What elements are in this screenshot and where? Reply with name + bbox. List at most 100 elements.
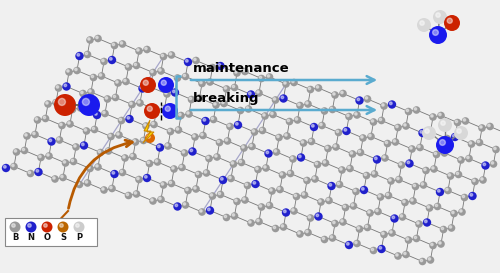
Circle shape: [269, 111, 277, 118]
Circle shape: [191, 133, 199, 141]
Circle shape: [112, 171, 114, 174]
Circle shape: [392, 138, 400, 146]
Circle shape: [93, 111, 101, 119]
Circle shape: [432, 151, 440, 158]
Circle shape: [292, 193, 300, 200]
Circle shape: [330, 107, 332, 110]
Circle shape: [124, 63, 132, 71]
Circle shape: [90, 74, 98, 81]
Circle shape: [352, 188, 360, 195]
Circle shape: [192, 57, 200, 64]
Circle shape: [458, 208, 466, 216]
Circle shape: [255, 89, 263, 97]
Circle shape: [210, 116, 218, 123]
Circle shape: [302, 193, 304, 195]
Circle shape: [162, 103, 178, 119]
Circle shape: [266, 73, 274, 81]
Circle shape: [2, 164, 10, 172]
Circle shape: [199, 132, 207, 139]
Circle shape: [160, 181, 168, 189]
Circle shape: [46, 102, 48, 104]
Circle shape: [388, 229, 396, 237]
Circle shape: [457, 156, 465, 164]
Circle shape: [68, 122, 70, 124]
Circle shape: [166, 128, 174, 135]
Circle shape: [280, 173, 282, 175]
Circle shape: [428, 258, 430, 260]
Circle shape: [74, 68, 77, 71]
Circle shape: [430, 243, 433, 246]
Circle shape: [470, 194, 472, 196]
Circle shape: [216, 139, 224, 146]
Circle shape: [450, 210, 458, 217]
Circle shape: [43, 116, 46, 119]
Circle shape: [104, 147, 112, 155]
Circle shape: [284, 82, 286, 84]
Circle shape: [394, 252, 402, 260]
Circle shape: [44, 100, 52, 108]
Circle shape: [145, 133, 155, 143]
Circle shape: [23, 132, 31, 140]
Circle shape: [396, 254, 398, 256]
Circle shape: [420, 181, 428, 189]
Circle shape: [32, 132, 35, 135]
Circle shape: [122, 156, 125, 158]
Circle shape: [447, 18, 452, 23]
Circle shape: [404, 252, 406, 255]
Circle shape: [35, 118, 37, 120]
Circle shape: [222, 214, 230, 221]
Circle shape: [357, 98, 360, 101]
Circle shape: [208, 80, 210, 82]
Circle shape: [324, 145, 332, 152]
Circle shape: [143, 174, 151, 182]
Circle shape: [471, 178, 479, 185]
Circle shape: [200, 210, 202, 212]
Circle shape: [332, 143, 340, 151]
Circle shape: [216, 62, 224, 70]
Circle shape: [392, 216, 394, 219]
Circle shape: [140, 86, 142, 89]
Circle shape: [10, 221, 20, 233]
Circle shape: [245, 183, 248, 186]
Circle shape: [144, 176, 147, 178]
Circle shape: [457, 129, 462, 133]
Circle shape: [107, 133, 115, 140]
Circle shape: [76, 52, 84, 60]
Circle shape: [444, 136, 447, 139]
Circle shape: [368, 134, 371, 137]
Circle shape: [72, 143, 80, 151]
Circle shape: [416, 144, 424, 151]
Circle shape: [86, 36, 94, 44]
Circle shape: [102, 59, 104, 62]
Circle shape: [186, 60, 188, 62]
Circle shape: [388, 100, 396, 109]
Circle shape: [135, 176, 143, 183]
Circle shape: [84, 129, 86, 131]
Circle shape: [427, 206, 430, 208]
Circle shape: [108, 185, 116, 192]
Circle shape: [376, 209, 378, 212]
Circle shape: [266, 151, 268, 154]
Circle shape: [224, 87, 226, 89]
Circle shape: [362, 172, 370, 179]
Circle shape: [292, 209, 294, 211]
Circle shape: [430, 115, 433, 117]
Circle shape: [454, 119, 462, 126]
Circle shape: [248, 92, 251, 95]
Circle shape: [66, 120, 74, 128]
Circle shape: [346, 165, 354, 172]
Circle shape: [206, 206, 214, 215]
Circle shape: [350, 202, 358, 210]
Circle shape: [96, 36, 98, 39]
Circle shape: [422, 167, 430, 174]
Circle shape: [329, 183, 332, 186]
Circle shape: [146, 160, 154, 167]
Circle shape: [370, 170, 378, 178]
Circle shape: [217, 140, 220, 143]
Circle shape: [96, 149, 104, 156]
Circle shape: [379, 247, 382, 249]
Circle shape: [348, 150, 356, 158]
Circle shape: [250, 128, 258, 136]
Circle shape: [196, 172, 198, 175]
Circle shape: [438, 242, 441, 244]
